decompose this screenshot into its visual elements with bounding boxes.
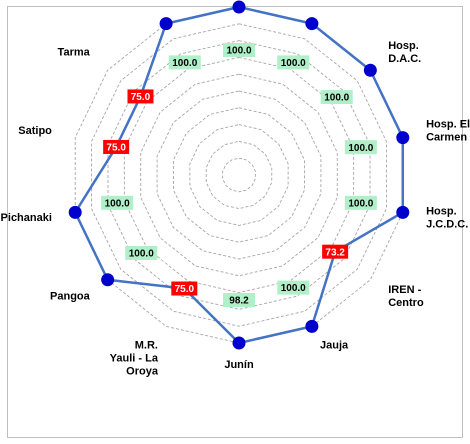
- value-label-text: 98.2: [229, 296, 249, 307]
- data-point-marker[interactable]: [232, 0, 246, 14]
- category-label-line: Jauja: [320, 340, 349, 352]
- value-label: 100.0: [277, 55, 310, 70]
- category-label-line: D.A.C.: [388, 53, 421, 65]
- category-label-line: M.R.: [135, 340, 158, 352]
- category-label: Hosp. El Carmen: [426, 118, 470, 143]
- category-label-line: J.C.D.C.: [426, 219, 468, 231]
- grid-ring: [107, 40, 371, 310]
- category-label: M.R. Yauli - La Oroya: [110, 340, 159, 378]
- value-label-text: 75.0: [131, 92, 151, 103]
- grid-ring: [173, 107, 305, 243]
- data-point-marker[interactable]: [396, 131, 410, 145]
- category-label-line: Satipo: [18, 125, 52, 137]
- grid-ring: [140, 73, 338, 277]
- value-label: 100.0: [277, 280, 310, 295]
- category-label-line: Hosp.: [388, 40, 419, 52]
- value-label-box: [223, 43, 255, 57]
- grid-ring: [205, 140, 273, 210]
- value-label-box: [168, 55, 201, 70]
- value-label: 100.0: [344, 140, 377, 155]
- value-label-text: 100.0: [105, 198, 130, 209]
- value-label: 100.0: [320, 90, 353, 105]
- data-point-marker[interactable]: [363, 63, 377, 77]
- data-point-marker[interactable]: [305, 17, 319, 31]
- category-label-line: Junín: [224, 359, 254, 371]
- category-label: Tarma: [58, 46, 91, 58]
- value-label-box: [320, 90, 353, 105]
- category-label-line: Pichanaki: [1, 212, 52, 224]
- grid-ring: [156, 90, 322, 260]
- category-label: Hosp. J.C.D.C.: [426, 206, 468, 231]
- value-label-box: [103, 139, 130, 154]
- data-point-marker[interactable]: [232, 336, 246, 350]
- grid-ring: [222, 157, 256, 193]
- data-point-marker[interactable]: [101, 273, 115, 287]
- data-point-marker[interactable]: [396, 205, 410, 219]
- category-label-line: Hosp. El: [426, 118, 470, 130]
- value-label-box: [322, 244, 349, 259]
- value-label-text: 100.0: [226, 46, 251, 57]
- value-label-text: 100.0: [129, 249, 154, 260]
- value-label: 98.2: [223, 293, 255, 307]
- value-label-text: 100.0: [348, 198, 373, 209]
- value-label-box: [277, 280, 310, 295]
- category-label: Pangoa: [50, 291, 91, 303]
- value-label-text: 73.2: [325, 247, 345, 258]
- value-label-text: 100.0: [172, 58, 197, 69]
- value-label-box: [344, 195, 377, 210]
- value-label-text: 100.0: [324, 93, 349, 104]
- category-label-line: Hosp.: [426, 206, 457, 218]
- grid-ring: [74, 6, 404, 344]
- category-label: Satipo: [18, 125, 52, 137]
- category-label: Junín: [224, 359, 254, 371]
- grid-ring: [123, 56, 355, 294]
- grid-ring: [91, 23, 387, 327]
- value-label-box: [344, 140, 377, 155]
- radar-grid: [74, 6, 404, 344]
- data-point-marker[interactable]: [305, 319, 319, 333]
- value-label-box: [171, 281, 198, 296]
- value-label-text: 75.0: [175, 284, 195, 295]
- value-label-text: 100.0: [281, 283, 306, 294]
- value-label-box: [223, 293, 255, 307]
- category-label-line: Centro: [388, 297, 424, 309]
- value-label: 100.0: [223, 43, 255, 57]
- value-label: 73.2: [322, 244, 349, 259]
- value-label-text: 100.0: [281, 58, 306, 69]
- data-point-marker[interactable]: [68, 205, 82, 219]
- value-label-box: [127, 89, 154, 104]
- value-label: 100.0: [168, 55, 201, 70]
- value-label-box: [125, 245, 158, 260]
- category-label-line: Pangoa: [50, 291, 91, 303]
- category-label-line: Tarma: [58, 46, 91, 58]
- value-label-box: [101, 195, 134, 210]
- value-labels: 100.0 100.0 100.0 100.0 100.0 73.2 100.0 98.2 75…: [101, 43, 377, 307]
- category-label: Hosp. D.A.C.: [388, 40, 421, 65]
- data-point-marker[interactable]: [159, 17, 173, 31]
- category-label-line: IREN -: [388, 284, 421, 296]
- category-label: Jauja: [320, 340, 349, 352]
- value-label: 75.0: [103, 139, 130, 154]
- category-label-line: Yauli - La: [110, 353, 159, 365]
- value-label: 100.0: [125, 245, 158, 260]
- category-labels: ChanchamayoChupacaHosp.D.A.C.Hosp. ElCar…: [1, 40, 470, 378]
- value-label-text: 100.0: [348, 143, 373, 154]
- value-label-box: [277, 55, 310, 70]
- category-label-line: Oroya: [126, 366, 159, 378]
- category-label: IREN -Centro: [388, 284, 424, 309]
- value-label: 75.0: [127, 89, 154, 104]
- value-label: 100.0: [101, 195, 134, 210]
- category-label-line: Carmen: [426, 131, 467, 143]
- value-label: 75.0: [171, 281, 198, 296]
- value-label: 100.0: [344, 195, 377, 210]
- category-label: Pichanaki: [1, 212, 52, 224]
- value-label-text: 75.0: [106, 143, 126, 154]
- grid-ring: [189, 124, 289, 226]
